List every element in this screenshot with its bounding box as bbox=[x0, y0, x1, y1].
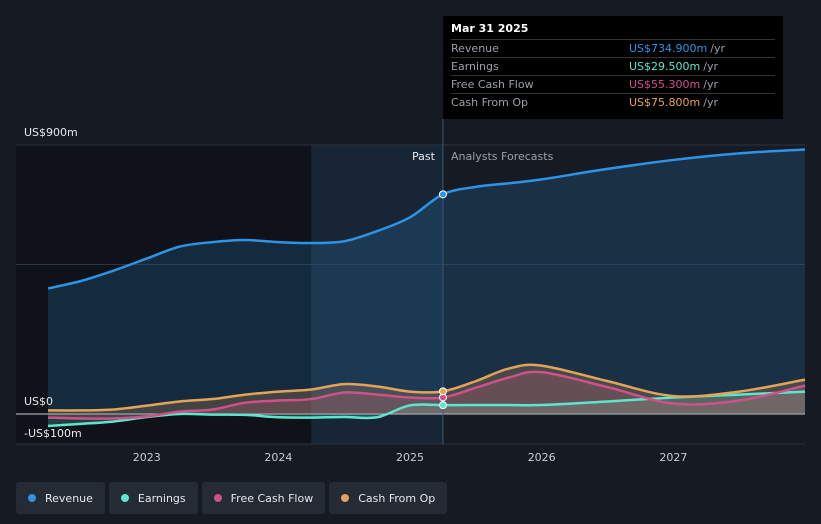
tooltip-label: Free Cash Flow bbox=[451, 78, 534, 91]
tooltip-row-cash-from-op: Cash From Op US$75.800m /yr bbox=[451, 93, 775, 111]
legend-label: Earnings bbox=[137, 491, 186, 505]
series-area-revenue bbox=[48, 149, 805, 414]
legend-label: Free Cash Flow bbox=[230, 491, 314, 505]
x-axis-tick-label: 2025 bbox=[396, 451, 424, 464]
legend-dot-icon bbox=[341, 494, 350, 502]
tooltip-date: Mar 31 2025 bbox=[451, 22, 529, 35]
x-axis-tick-label: 2026 bbox=[528, 451, 556, 464]
series-line-cash-from-op bbox=[47, 363, 806, 412]
x-axis-tick-label: 2027 bbox=[659, 451, 687, 464]
x-axis-labels: 2023 2024 2025 2026 2027 bbox=[133, 451, 688, 464]
legend-dot-icon bbox=[213, 494, 222, 502]
tooltip-unit: /yr bbox=[703, 96, 718, 109]
tooltip-row-revenue: Revenue US$734.900m /yr bbox=[451, 39, 775, 57]
series-line-revenue bbox=[47, 148, 806, 290]
series-area-free-cash-flow bbox=[48, 371, 805, 419]
tooltip-markers bbox=[438, 190, 447, 410]
tooltip-unit: /yr bbox=[703, 60, 718, 73]
series-lines bbox=[47, 148, 806, 428]
tooltip-value: US$55.300m bbox=[629, 78, 701, 91]
legend-item-cash-from-op[interactable]: Cash From Op bbox=[329, 482, 448, 514]
tooltip-value: US$75.800m bbox=[629, 96, 701, 109]
tooltip-label: Cash From Op bbox=[451, 96, 529, 109]
marker-cash-from-op bbox=[438, 387, 447, 396]
legend-item-free-cash-flow[interactable]: Free Cash Flow bbox=[201, 482, 326, 514]
x-axis-tick-label: 2024 bbox=[264, 451, 292, 464]
tooltip-value: US$734.900m bbox=[629, 42, 708, 55]
legend-label: Cash From Op bbox=[358, 491, 436, 505]
y-axis-label: US$900m bbox=[24, 126, 78, 139]
marker-revenue bbox=[438, 190, 447, 199]
legend: Revenue Earnings Free Cash Flow Cash Fro… bbox=[16, 482, 448, 514]
marker-earnings bbox=[438, 401, 447, 410]
x-axis-tick-label: 2023 bbox=[133, 451, 161, 464]
tooltip-row-free-cash-flow: Free Cash Flow US$55.300m /yr bbox=[451, 75, 775, 93]
past-label: Past bbox=[412, 150, 436, 163]
series-line-free-cash-flow bbox=[47, 370, 806, 420]
tooltip-row-earnings: Earnings US$29.500m /yr bbox=[451, 57, 775, 75]
y-axis-label: US$0 bbox=[24, 395, 53, 408]
tooltip-label: Revenue bbox=[451, 42, 499, 55]
legend-label: Revenue bbox=[45, 491, 93, 505]
gridlines bbox=[16, 144, 805, 445]
y-axis-labels: US$900m US$0 -US$100m bbox=[24, 126, 82, 440]
legend-item-revenue[interactable]: Revenue bbox=[16, 482, 105, 514]
tooltip-unit: /yr bbox=[710, 42, 725, 55]
y-axis-label: -US$100m bbox=[24, 427, 82, 440]
series-area-earnings bbox=[48, 391, 805, 426]
tooltip-unit: /yr bbox=[703, 78, 718, 91]
legend-item-earnings[interactable]: Earnings bbox=[108, 482, 198, 514]
legend-dot-icon bbox=[120, 494, 129, 502]
tooltip: Mar 31 2025 Revenue US$734.900m /yr Earn… bbox=[443, 16, 783, 119]
tooltip-value: US$29.500m bbox=[629, 60, 701, 73]
forecast-label: Analysts Forecasts bbox=[451, 150, 554, 163]
tooltip-label: Earnings bbox=[451, 60, 499, 73]
legend-dot-icon bbox=[28, 494, 36, 502]
